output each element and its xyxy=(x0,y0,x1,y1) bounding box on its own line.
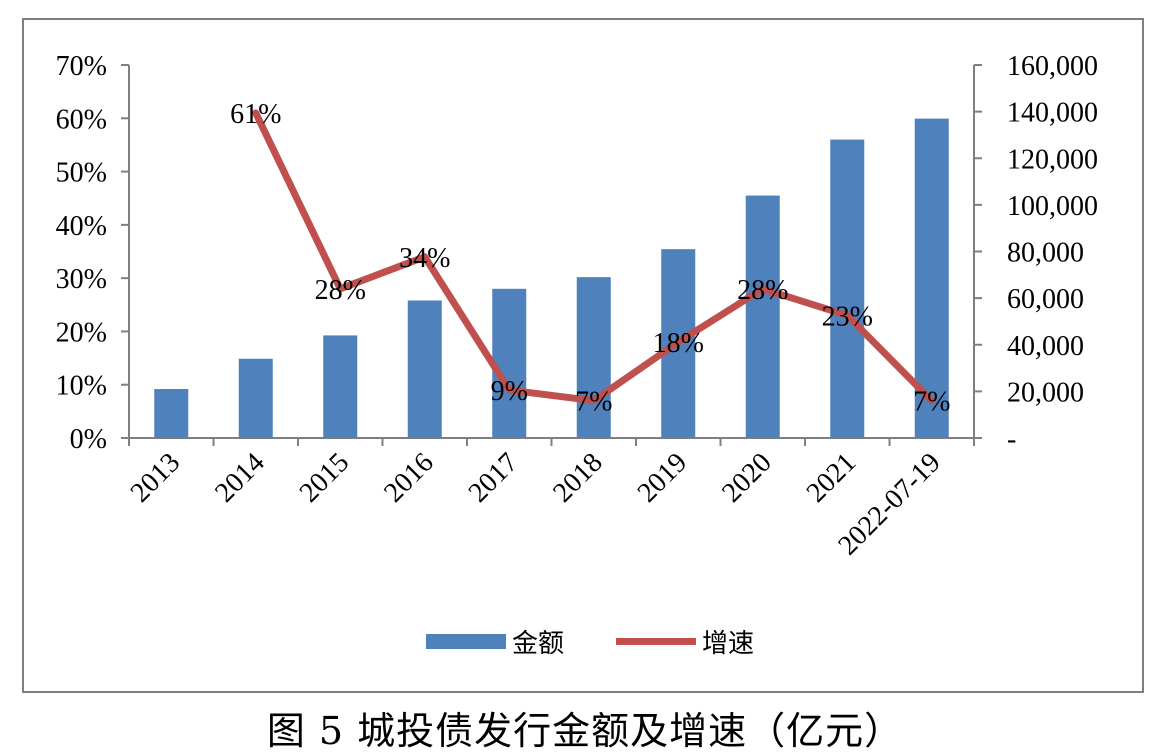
left-axis-tick-label: 10% xyxy=(56,371,107,402)
data-label-growth: 61% xyxy=(230,99,281,130)
right-axis-tick-label: 100,000 xyxy=(1007,191,1098,222)
x-axis-tick-label: 2021 xyxy=(801,447,863,509)
data-label-growth: 7% xyxy=(575,387,612,418)
left-axis-tick-label: 40% xyxy=(56,211,107,242)
left-axis-tick-label: 0% xyxy=(70,424,107,455)
data-label-growth: 28% xyxy=(737,275,788,306)
x-axis-tick-label: 2018 xyxy=(547,447,609,509)
figure-caption: 图 5 城投债发行金额及增速（亿元） xyxy=(266,709,904,753)
data-label-growth: 34% xyxy=(399,243,450,274)
right-axis-tick-label: 80,000 xyxy=(1007,238,1084,269)
data-label-growth: 28% xyxy=(315,275,366,306)
right-axis-tick-label: - xyxy=(1007,424,1016,455)
legend-label-growth: 增速 xyxy=(702,629,754,659)
x-axis-tick-label: 2019 xyxy=(632,447,694,509)
left-axis-tick-label: 30% xyxy=(56,264,107,295)
left-axis-tick-label: 60% xyxy=(56,104,107,135)
bar-amount xyxy=(238,358,273,438)
x-axis-tick-label: 2016 xyxy=(378,447,440,509)
x-axis-tick-label: 2020 xyxy=(716,447,778,509)
data-label-growth: 23% xyxy=(822,301,873,332)
right-axis-tick-label: 60,000 xyxy=(1007,284,1084,315)
chart-svg: 0% 10% 20% 30% 40% 50% 60% 70% - 20,000 40,000 60,0… xyxy=(56,51,1098,659)
x-axis-tick-label: 2015 xyxy=(294,447,356,509)
x-axis-tick-label: 2017 xyxy=(463,447,525,509)
bar-amount xyxy=(407,300,442,438)
legend-layer: 金额 增速 xyxy=(426,629,754,659)
x-axis-tick-label: 2013 xyxy=(125,447,187,509)
bar-amount xyxy=(492,288,527,438)
data-label-growth: 18% xyxy=(653,328,704,359)
line-growth xyxy=(252,109,936,405)
data-label-growth: 7% xyxy=(913,387,950,418)
bar-amount xyxy=(830,139,865,438)
bar-amount xyxy=(745,195,780,438)
legend-label-amount: 金额 xyxy=(512,629,564,659)
left-axis-tick-label: 50% xyxy=(56,158,107,189)
legend-swatch-amount xyxy=(426,634,506,649)
left-axis-tick-label: 20% xyxy=(56,317,107,348)
right-axis-tick-label: 40,000 xyxy=(1007,331,1084,362)
legend-swatch-growth xyxy=(616,638,696,645)
data-label-growth: 9% xyxy=(491,376,528,407)
labels-layer: 61% 28% 34% 9% 7% 18% 28% 23% 7% xyxy=(230,99,950,418)
bar-amount xyxy=(323,335,358,438)
line-layer xyxy=(252,109,936,405)
right-axis-tick-label: 20,000 xyxy=(1007,377,1084,408)
left-axis-tick-label: 70% xyxy=(56,51,107,82)
bar-amount xyxy=(154,389,189,438)
bars-layer xyxy=(154,118,949,439)
x-axis-tick-label: 2014 xyxy=(209,447,271,509)
right-axis-tick-label: 120,000 xyxy=(1007,144,1098,175)
bar-amount xyxy=(576,277,611,438)
right-axis-tick-label: 140,000 xyxy=(1007,98,1098,129)
right-axis-tick-label: 160,000 xyxy=(1007,51,1098,82)
chart-frame: 0% 10% 20% 30% 40% 50% 60% 70% - 20,000 40,000 60,0… xyxy=(22,18,1144,693)
